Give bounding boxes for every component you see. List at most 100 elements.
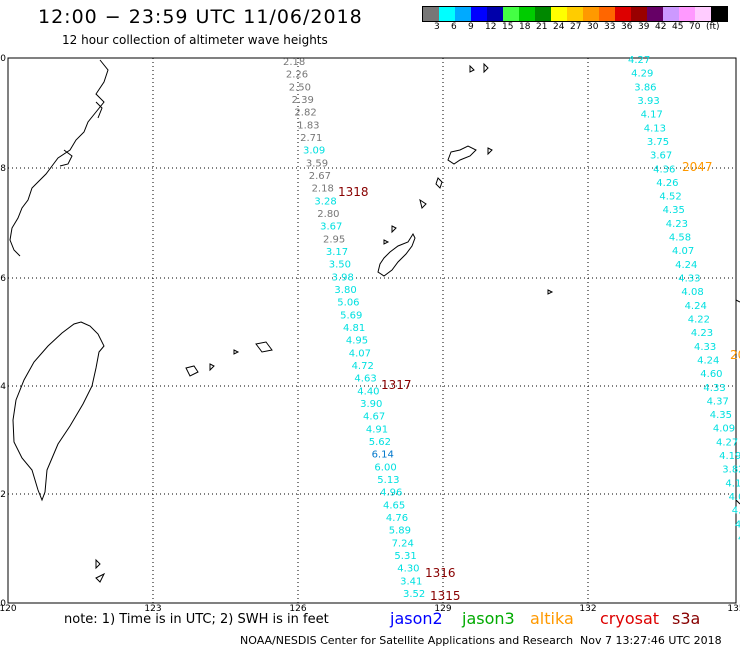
swh-value: 4.40: [357, 386, 379, 397]
track-1: 2.18 2.262.50 2.39 2.821.83 2.71 3.093.59 2.67…: [283, 57, 425, 600]
swh-value: 4.37: [707, 396, 729, 407]
lat-tick-label: 24: [0, 382, 6, 392]
lat-tick-label: 28: [0, 164, 6, 174]
credit-text: NOAA/NESDIS Center for Satellite Applica…: [240, 634, 574, 647]
legend-tick-label: 12: [485, 22, 497, 32]
swh-value: 4.09: [713, 424, 735, 435]
swh-value: 3.50: [329, 260, 351, 271]
swh-value: 3.82: [722, 465, 740, 476]
swh-value: 4.07: [349, 348, 371, 359]
swh-value: 4.95: [346, 336, 368, 347]
swh-value: 4.30: [397, 564, 419, 575]
okinawa-coastline: [377, 232, 416, 277]
swh-value: 4.67: [363, 412, 385, 423]
track-2: 4.27 4.29 3.86 3.93 4.17 4.13 3.75 3.67 4.36 4.26…: [628, 55, 740, 544]
legend-tick-label: (ft): [706, 22, 720, 32]
legend-swatch: [519, 7, 535, 21]
swh-value: 2.18: [312, 184, 334, 195]
swh-value: 3.75: [647, 137, 669, 148]
swh-value: 4.27: [716, 437, 738, 448]
swh-value: 2.18: [283, 57, 305, 68]
swh-value: 4.29: [631, 69, 653, 80]
lon-tick-label: 132: [579, 604, 596, 614]
swh-value: 4.33: [678, 274, 700, 285]
legend-swatch: [503, 7, 519, 21]
legend-tick-label: 9: [468, 22, 474, 32]
swh-value: 4.24: [685, 301, 707, 312]
lat-lon-grid: 120 123 126 129 132 135 30 28 26 24 22 20: [0, 54, 740, 614]
satellite-name-s3a: s3a: [672, 609, 701, 628]
swh-value: 3.67: [650, 151, 672, 162]
swh-value: 2.50: [289, 82, 311, 93]
swh-value: 4.19: [719, 451, 740, 462]
swh-value: 2.39: [292, 95, 314, 106]
swh-value: 4.: [735, 519, 740, 530]
pass-number-label: 2047: [682, 160, 713, 174]
swh-value: 2.82: [294, 108, 316, 119]
satellite-name-jason2: jason2: [390, 609, 443, 628]
swh-value: 3.09: [303, 146, 325, 157]
swh-value: 4.96: [380, 488, 402, 499]
taiwan-coastline: [12, 321, 105, 502]
swh-value: 4.13: [644, 123, 666, 134]
swh-value: 3.93: [637, 96, 659, 107]
swh-value: 4.33: [703, 383, 725, 394]
legend-swatch: [423, 7, 439, 21]
legend-swatch: [583, 7, 599, 21]
swh-value: 4.: [738, 533, 740, 544]
legend-tick-label: 45: [672, 22, 684, 32]
swh-value: 3.67: [320, 222, 342, 233]
pass-number-label: 20: [730, 348, 740, 362]
swh-value: 3.28: [314, 196, 336, 207]
map-title: 12:00 − 23:59 UTC 11/06/2018: [38, 6, 363, 28]
swh-value: 2.71: [300, 133, 322, 144]
swh-value: 3.52: [403, 589, 425, 600]
legend-tick-label: 24: [553, 22, 565, 32]
legend-swatch: [679, 7, 695, 21]
swh-value: 5.06: [337, 298, 359, 309]
lon-tick-label: 123: [144, 604, 161, 614]
swh-value: 2.67: [309, 171, 331, 182]
legend-swatch: [439, 7, 455, 21]
legend-tick-label: 39: [638, 22, 650, 32]
swh-value: 4.35: [663, 205, 685, 216]
legend-tick-label: 36: [621, 22, 633, 32]
legend-tick-label: 21: [536, 22, 548, 32]
legend-swatch: [487, 7, 503, 21]
legend-swatch: [535, 7, 551, 21]
swh-value: 4.22: [688, 314, 710, 325]
swh-value: 5.69: [340, 310, 362, 321]
swh-value: 4.76: [386, 513, 408, 524]
legend-tick-label: 6: [451, 22, 457, 32]
swh-value: 3.98: [332, 272, 354, 283]
legend-swatch: [567, 7, 583, 21]
swh-value: 4.91: [366, 424, 388, 435]
coastlines: [9, 59, 740, 583]
legend-swatch: [599, 7, 615, 21]
swh-value: 3.41: [400, 576, 422, 587]
legend-tick-label: 42: [655, 22, 667, 32]
legend-swatch: [551, 7, 567, 21]
swh-value: 4.36: [653, 164, 675, 175]
swh-value: 3.59: [306, 158, 328, 169]
swh-value: 3.90: [360, 399, 382, 410]
swh-value: 4.23: [666, 219, 688, 230]
legend-tick-label: 27: [570, 22, 582, 32]
swh-value: 6.00: [374, 462, 396, 473]
swh-value: 4.07: [672, 246, 694, 257]
lon-tick-label: 129: [434, 604, 451, 614]
swh-value: 3.17: [326, 247, 348, 258]
color-legend: [422, 6, 728, 22]
lon-tick-label: 135: [727, 604, 740, 614]
swh-value: 4.52: [659, 192, 681, 203]
legend-tick-label: 30: [587, 22, 599, 32]
legend-swatch: [695, 7, 711, 21]
swh-value: 4.60: [700, 369, 722, 380]
legend-swatch: [711, 7, 727, 21]
legend-tick-label: 3: [434, 22, 440, 32]
swh-value: 4.26: [656, 178, 678, 189]
satellite-name-jason3: jason3: [462, 609, 515, 628]
legend-tick-label: 18: [519, 22, 531, 32]
